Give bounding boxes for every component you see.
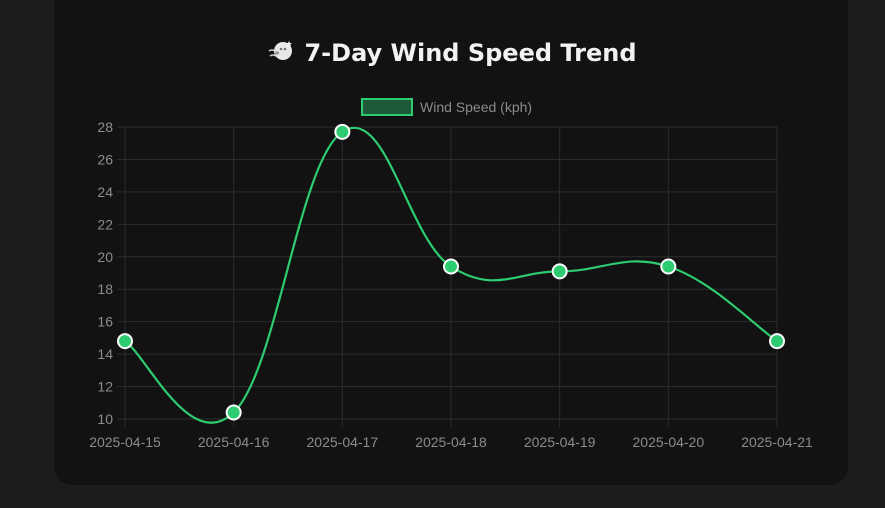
y-tick-label: 28: [97, 119, 113, 135]
x-axis-ticks: 2025-04-15 2025-04-16 2025-04-17 2025-04-18…: [89, 434, 813, 450]
x-tick-label: 2025-04-20: [633, 434, 705, 450]
grid-lines: [117, 126, 778, 427]
y-tick-label: 24: [97, 184, 113, 200]
x-tick-label: 2025-04-16: [198, 434, 270, 450]
y-tick-label: 18: [97, 281, 113, 297]
data-point-2025-04-19[interactable]: [551, 263, 568, 280]
data-point-2025-04-20[interactable]: [660, 258, 677, 275]
legend-swatch: [361, 98, 413, 116]
wind-face-icon: [268, 38, 296, 70]
y-axis-ticks: 10 12 14 16 18 20 22 24 26 28: [97, 119, 113, 427]
data-point-2025-04-18[interactable]: [443, 258, 459, 275]
data-point-2025-04-21[interactable]: [769, 333, 785, 350]
y-tick-label: 12: [97, 379, 113, 395]
x-tick-label: 2025-04-21: [741, 434, 813, 450]
y-tick-label: 14: [97, 346, 113, 362]
legend[interactable]: Wind Speed (kph): [361, 98, 532, 116]
data-point-2025-04-16[interactable]: [225, 404, 242, 421]
x-tick-label: 2025-04-17: [307, 434, 379, 450]
y-tick-label: 10: [97, 411, 113, 427]
x-tick-label: 2025-04-19: [524, 434, 596, 450]
data-point-2025-04-17[interactable]: [334, 123, 351, 140]
x-tick-label: 2025-04-18: [415, 434, 487, 450]
data-point-2025-04-15[interactable]: [117, 333, 133, 350]
y-tick-label: 20: [97, 249, 113, 265]
y-tick-label: 22: [97, 216, 113, 232]
chart-title: 7-Day Wind Speed Trend: [304, 39, 637, 67]
y-tick-label: 26: [97, 151, 113, 167]
data-points: [117, 123, 785, 421]
chart-title-row: 7-Day Wind Speed Trend: [0, 38, 885, 70]
x-tick-label: 2025-04-15: [89, 434, 161, 450]
legend-label: Wind Speed (kph): [420, 99, 532, 115]
y-tick-label: 16: [97, 314, 113, 330]
